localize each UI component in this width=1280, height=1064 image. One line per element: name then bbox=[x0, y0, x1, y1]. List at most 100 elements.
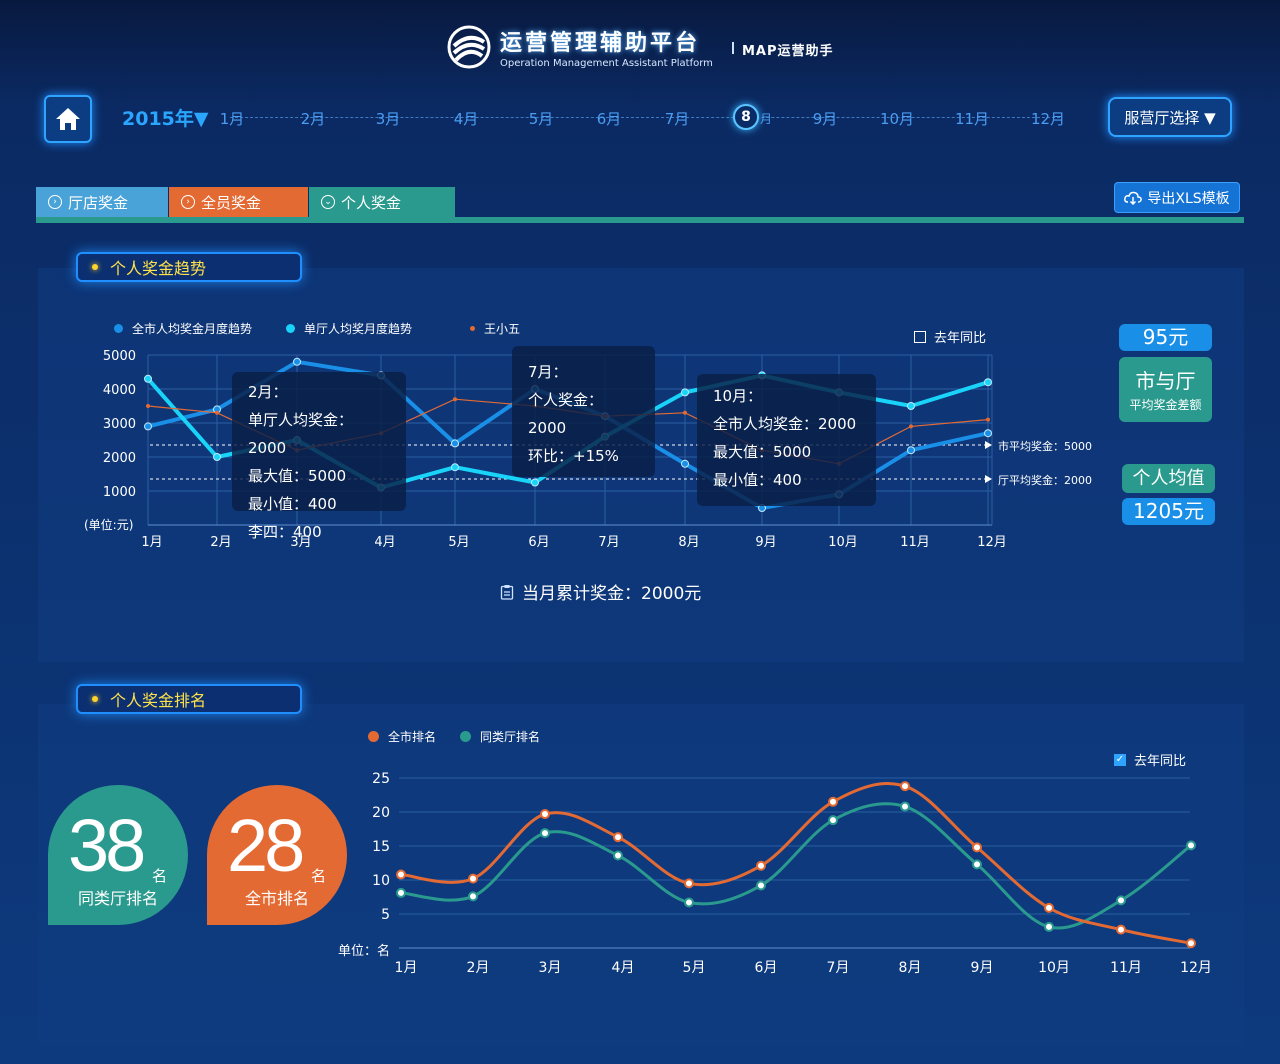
x-tick-label: 9月 bbox=[755, 535, 776, 550]
month-active-badge[interactable]: 8 bbox=[733, 104, 759, 130]
data-point[interactable] bbox=[756, 860, 766, 871]
data-point[interactable] bbox=[144, 374, 152, 383]
ranking-compare-checkbox[interactable]: ✓ 去年同比 bbox=[1114, 750, 1186, 769]
month-item-12[interactable]: 12月 bbox=[1030, 110, 1066, 128]
data-point[interactable] bbox=[613, 832, 623, 843]
month-item-10[interactable]: 10月 bbox=[879, 110, 915, 128]
month-item-3[interactable]: 3月 bbox=[375, 110, 401, 128]
data-point[interactable] bbox=[900, 781, 910, 792]
x-tick-label: 11月 bbox=[1110, 960, 1142, 976]
diff-subtitle: 平均奖金差额 bbox=[1129, 398, 1202, 412]
data-point[interactable] bbox=[1186, 938, 1196, 949]
data-point[interactable] bbox=[907, 402, 915, 410]
data-point[interactable] bbox=[540, 809, 550, 820]
x-tick-label: 2月 bbox=[467, 960, 490, 976]
x-tick-label: 8月 bbox=[678, 535, 699, 550]
tab-hall-bonus[interactable]: › 厅店奖金 bbox=[36, 187, 168, 217]
export-xls-button[interactable]: 导出XLS模板 bbox=[1114, 182, 1240, 213]
month-item-9[interactable]: 9月 bbox=[812, 110, 838, 128]
month-item-11[interactable]: 11月 bbox=[954, 110, 990, 128]
data-point[interactable] bbox=[828, 815, 838, 826]
month-item-7[interactable]: 7月 bbox=[664, 110, 690, 128]
data-point[interactable] bbox=[986, 417, 990, 422]
data-point[interactable] bbox=[684, 897, 694, 908]
tooltip-oct: 10月： 全市人均奖金：2000 最大值：5000 最小值：400 bbox=[697, 374, 876, 506]
data-point[interactable] bbox=[540, 828, 550, 839]
data-point[interactable] bbox=[396, 887, 406, 898]
data-point[interactable] bbox=[1116, 895, 1126, 906]
data-point[interactable] bbox=[213, 453, 221, 461]
trend-compare-checkbox[interactable]: 去年同比 bbox=[914, 327, 986, 346]
tab-all-staff-bonus[interactable]: › 全员奖金 bbox=[169, 187, 308, 217]
data-point[interactable] bbox=[684, 878, 694, 889]
checkbox-label: 去年同比 bbox=[934, 331, 987, 346]
data-point[interactable] bbox=[1044, 902, 1054, 913]
legend-hall-avg: 单厅人均奖月度趋势 bbox=[286, 320, 412, 337]
month-item-2[interactable]: 2月 bbox=[300, 110, 326, 128]
data-point[interactable] bbox=[531, 478, 539, 487]
city-rank-value: 28 bbox=[227, 804, 305, 887]
data-point[interactable] bbox=[984, 378, 992, 387]
data-point[interactable] bbox=[453, 397, 457, 402]
legend-hall-rank: 同类厅排名 bbox=[460, 728, 540, 745]
data-point[interactable] bbox=[972, 859, 982, 870]
trend-title-text: 个人奖金趋势 bbox=[110, 259, 207, 278]
data-point[interactable] bbox=[984, 429, 992, 438]
tooltip-line: 李四：400 bbox=[248, 523, 322, 541]
data-point[interactable] bbox=[1116, 924, 1126, 935]
arrow-right-icon bbox=[985, 475, 992, 483]
data-point[interactable] bbox=[146, 404, 150, 408]
y-tick-label: 20 bbox=[372, 805, 390, 821]
x-tick-label: 4月 bbox=[612, 960, 635, 976]
tab-label: 个人奖金 bbox=[341, 193, 402, 212]
timeline-track bbox=[230, 117, 1060, 118]
data-point[interactable] bbox=[468, 891, 478, 902]
month-item-1[interactable]: 1月 bbox=[219, 110, 245, 128]
data-point[interactable] bbox=[1186, 840, 1196, 851]
hall-select-button[interactable]: 服营厅选择 ▼ bbox=[1108, 97, 1232, 137]
clipboard-icon bbox=[500, 584, 514, 600]
data-point[interactable] bbox=[215, 410, 219, 415]
x-tick-label: 5月 bbox=[448, 535, 469, 550]
data-point[interactable] bbox=[396, 869, 406, 880]
data-point[interactable] bbox=[468, 873, 478, 884]
bullet-dot-icon bbox=[92, 264, 98, 270]
data-point[interactable] bbox=[451, 463, 459, 472]
data-point[interactable] bbox=[1044, 921, 1054, 932]
checkbox-checked-icon: ✓ bbox=[1114, 753, 1126, 766]
header-divider bbox=[732, 42, 734, 54]
tab-personal-bonus[interactable]: ⌄ 个人奖金 bbox=[309, 187, 455, 217]
x-tick-label: 4月 bbox=[374, 535, 395, 550]
city-rank-kpi: 28 名 全市排名 bbox=[207, 785, 347, 925]
bullet-dot-icon bbox=[92, 696, 98, 702]
data-point[interactable] bbox=[972, 842, 982, 853]
month-item-4[interactable]: 4月 bbox=[453, 110, 479, 128]
home-icon bbox=[56, 108, 80, 130]
data-point[interactable] bbox=[451, 439, 459, 448]
data-point[interactable] bbox=[144, 422, 152, 431]
chevron-down-icon: ⌄ bbox=[321, 195, 335, 209]
data-point[interactable] bbox=[681, 459, 689, 468]
x-tick-label: 11月 bbox=[900, 535, 930, 550]
data-point[interactable] bbox=[907, 446, 915, 455]
data-point[interactable] bbox=[683, 410, 687, 415]
data-point[interactable] bbox=[909, 424, 913, 429]
month-item-6[interactable]: 6月 bbox=[596, 110, 622, 128]
data-point[interactable] bbox=[613, 850, 623, 861]
summary-text: 当月累计奖金：2000元 bbox=[522, 584, 702, 604]
legend-dot bbox=[368, 731, 379, 742]
y-tick-label: 2000 bbox=[103, 451, 136, 466]
year-select[interactable]: 2015年▼ bbox=[122, 108, 209, 130]
data-point[interactable] bbox=[756, 880, 766, 891]
data-point[interactable] bbox=[293, 357, 301, 366]
data-point[interactable] bbox=[900, 801, 910, 812]
x-tick-label: 1月 bbox=[141, 535, 162, 550]
arrow-right-icon bbox=[985, 441, 992, 449]
checkbox-label: 去年同比 bbox=[1134, 754, 1187, 769]
trend-unit-label: (单位:元) bbox=[84, 518, 134, 532]
data-point[interactable] bbox=[681, 388, 689, 397]
data-point[interactable] bbox=[828, 796, 838, 807]
month-item-5[interactable]: 5月 bbox=[528, 110, 554, 128]
home-button[interactable] bbox=[44, 95, 92, 143]
city-rank-label: 全市排名 bbox=[244, 889, 309, 908]
